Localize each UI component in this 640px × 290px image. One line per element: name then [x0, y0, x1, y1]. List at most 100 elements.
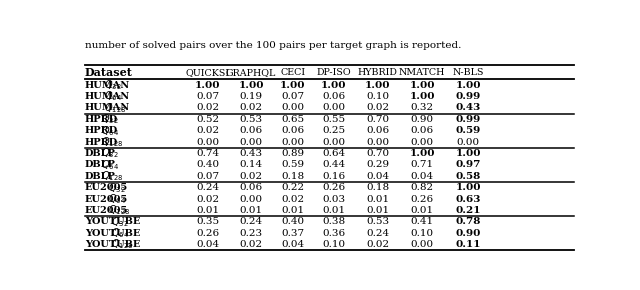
Text: 0.38: 0.38 [322, 217, 345, 226]
Text: 0.02: 0.02 [281, 195, 305, 204]
Text: 0.43: 0.43 [456, 104, 481, 113]
Text: 0.01: 0.01 [411, 206, 434, 215]
Text: 0.10: 0.10 [366, 92, 389, 101]
Text: 0.07: 0.07 [196, 92, 220, 101]
Text: 0.06: 0.06 [411, 126, 434, 135]
Text: 0.78: 0.78 [456, 217, 481, 226]
Text: $Q_{128}$: $Q_{128}$ [104, 101, 127, 115]
Text: EU2005: EU2005 [85, 183, 128, 192]
Text: 1.00: 1.00 [321, 81, 346, 90]
Text: 0.63: 0.63 [456, 195, 481, 204]
Text: 0.01: 0.01 [366, 206, 389, 215]
Text: $Q_{64}$: $Q_{64}$ [101, 124, 119, 138]
Text: HPRD: HPRD [85, 126, 118, 135]
Text: DBLP: DBLP [85, 160, 116, 169]
Text: 0.10: 0.10 [411, 229, 434, 238]
Text: $Q_{32}$: $Q_{32}$ [111, 215, 129, 229]
Text: 0.01: 0.01 [322, 206, 345, 215]
Text: 0.02: 0.02 [196, 104, 220, 113]
Text: HYBRID: HYBRID [358, 68, 397, 77]
Text: 0.00: 0.00 [239, 195, 262, 204]
Text: HUMAN: HUMAN [85, 104, 130, 113]
Text: 0.90: 0.90 [456, 229, 481, 238]
Text: 0.02: 0.02 [366, 240, 389, 249]
Text: 0.55: 0.55 [322, 115, 345, 124]
Text: 0.40: 0.40 [196, 160, 220, 169]
Text: 0.00: 0.00 [281, 104, 305, 113]
Text: $Q_{128}$: $Q_{128}$ [101, 169, 123, 183]
Text: 0.59: 0.59 [281, 160, 305, 169]
Text: 0.26: 0.26 [322, 183, 345, 192]
Text: EU2005: EU2005 [85, 195, 128, 204]
Text: 0.99: 0.99 [456, 92, 481, 101]
Text: number of solved pairs over the 100 pairs per target graph is reported.: number of solved pairs over the 100 pair… [85, 41, 461, 50]
Text: 0.04: 0.04 [196, 240, 220, 249]
Text: 0.40: 0.40 [281, 217, 305, 226]
Text: 0.44: 0.44 [322, 160, 345, 169]
Text: $Q_{64}$: $Q_{64}$ [111, 226, 129, 240]
Text: $Q_{128}$: $Q_{128}$ [101, 135, 123, 149]
Text: 0.02: 0.02 [239, 172, 262, 181]
Text: 0.01: 0.01 [366, 195, 389, 204]
Text: 0.04: 0.04 [411, 172, 434, 181]
Text: 0.70: 0.70 [366, 115, 389, 124]
Text: 0.70: 0.70 [366, 149, 389, 158]
Text: 0.29: 0.29 [366, 160, 389, 169]
Text: 1.00: 1.00 [456, 183, 481, 192]
Text: NMATCH: NMATCH [399, 68, 445, 77]
Text: 0.41: 0.41 [411, 217, 434, 226]
Text: 0.74: 0.74 [196, 149, 220, 158]
Text: HPRD: HPRD [85, 115, 118, 124]
Text: 0.59: 0.59 [456, 126, 481, 135]
Text: DBLP: DBLP [85, 172, 116, 181]
Text: 0.01: 0.01 [281, 206, 305, 215]
Text: 0.06: 0.06 [281, 126, 305, 135]
Text: 0.02: 0.02 [196, 126, 220, 135]
Text: 0.00: 0.00 [322, 104, 345, 113]
Text: 0.02: 0.02 [196, 195, 220, 204]
Text: HUMAN: HUMAN [85, 81, 130, 90]
Text: 0.90: 0.90 [411, 115, 434, 124]
Text: $Q_{64}$: $Q_{64}$ [104, 90, 122, 104]
Text: 0.25: 0.25 [322, 126, 345, 135]
Text: 0.21: 0.21 [456, 206, 481, 215]
Text: EU2005: EU2005 [85, 206, 128, 215]
Text: 1.00: 1.00 [410, 81, 435, 90]
Text: $Q_{32}$: $Q_{32}$ [104, 78, 122, 92]
Text: YOUTUBE: YOUTUBE [85, 229, 140, 238]
Text: 1.00: 1.00 [456, 81, 481, 90]
Text: $Q_{128}$: $Q_{128}$ [108, 204, 130, 217]
Text: DP-ISO: DP-ISO [316, 68, 351, 77]
Text: CECI: CECI [280, 68, 305, 77]
Text: 0.82: 0.82 [411, 183, 434, 192]
Text: 0.00: 0.00 [411, 240, 434, 249]
Text: 0.26: 0.26 [196, 229, 220, 238]
Text: $Q_{64}$: $Q_{64}$ [108, 192, 125, 206]
Text: 0.00: 0.00 [366, 137, 389, 147]
Text: 0.00: 0.00 [239, 137, 262, 147]
Text: 0.53: 0.53 [239, 115, 262, 124]
Text: 0.10: 0.10 [322, 240, 345, 249]
Text: 0.18: 0.18 [281, 172, 305, 181]
Text: 0.03: 0.03 [322, 195, 345, 204]
Text: 0.58: 0.58 [456, 172, 481, 181]
Text: 0.06: 0.06 [366, 126, 389, 135]
Text: 0.07: 0.07 [281, 92, 305, 101]
Text: 0.35: 0.35 [196, 217, 220, 226]
Text: 0.06: 0.06 [322, 92, 345, 101]
Text: 1.00: 1.00 [280, 81, 305, 90]
Text: 0.06: 0.06 [239, 126, 262, 135]
Text: GRAPHQL: GRAPHQL [226, 68, 276, 77]
Text: 0.24: 0.24 [239, 217, 262, 226]
Text: 0.02: 0.02 [239, 104, 262, 113]
Text: 0.18: 0.18 [366, 183, 389, 192]
Text: $Q_{32}$: $Q_{32}$ [101, 146, 118, 160]
Text: 0.00: 0.00 [196, 137, 220, 147]
Text: 0.01: 0.01 [239, 206, 262, 215]
Text: 0.24: 0.24 [366, 229, 389, 238]
Text: $Q_{128}$: $Q_{128}$ [111, 238, 133, 251]
Text: 0.43: 0.43 [239, 149, 262, 158]
Text: 0.52: 0.52 [196, 115, 220, 124]
Text: HPRD: HPRD [85, 137, 118, 147]
Text: 0.36: 0.36 [322, 229, 345, 238]
